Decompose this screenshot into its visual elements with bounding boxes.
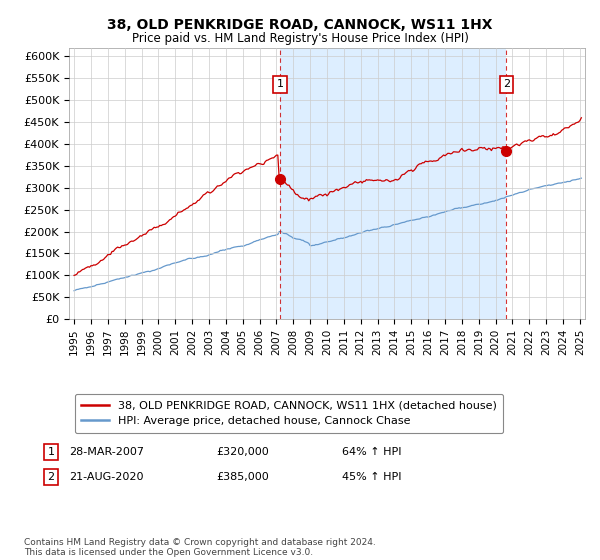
Text: £385,000: £385,000 [216,472,269,482]
Text: Price paid vs. HM Land Registry's House Price Index (HPI): Price paid vs. HM Land Registry's House … [131,32,469,45]
Text: 21-AUG-2020: 21-AUG-2020 [69,472,143,482]
Text: 45% ↑ HPI: 45% ↑ HPI [342,472,401,482]
Text: 1: 1 [47,447,55,457]
Text: 28-MAR-2007: 28-MAR-2007 [69,447,144,457]
Text: 64% ↑ HPI: 64% ↑ HPI [342,447,401,457]
Text: 1: 1 [277,80,284,89]
Text: 2: 2 [47,472,55,482]
Text: Contains HM Land Registry data © Crown copyright and database right 2024.
This d: Contains HM Land Registry data © Crown c… [24,538,376,557]
Bar [280,48,506,319]
Legend: 38, OLD PENKRIDGE ROAD, CANNOCK, WS11 1HX (detached house), HPI: Average price, : 38, OLD PENKRIDGE ROAD, CANNOCK, WS11 1H… [74,394,503,433]
Text: 38, OLD PENKRIDGE ROAD, CANNOCK, WS11 1HX: 38, OLD PENKRIDGE ROAD, CANNOCK, WS11 1H… [107,18,493,32]
Text: £320,000: £320,000 [216,447,269,457]
Text: 2: 2 [503,80,510,89]
